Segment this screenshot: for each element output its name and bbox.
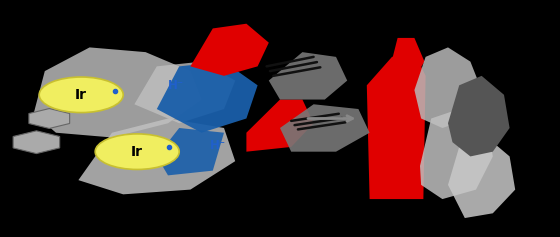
Circle shape [95,134,179,169]
Text: H⁻: H⁻ [168,79,184,92]
Polygon shape [29,109,69,128]
Polygon shape [157,128,224,175]
Polygon shape [13,131,60,154]
Polygon shape [269,52,347,100]
Polygon shape [367,52,426,199]
Polygon shape [280,104,370,152]
Text: H⁻: H⁻ [210,139,226,151]
Text: Ir: Ir [75,88,87,102]
Polygon shape [420,109,493,199]
Polygon shape [34,47,202,137]
Circle shape [39,77,123,113]
Polygon shape [190,24,269,76]
Polygon shape [414,47,482,128]
Polygon shape [246,100,314,152]
Polygon shape [448,137,515,218]
Polygon shape [389,38,424,81]
Polygon shape [157,62,258,133]
Polygon shape [134,62,235,123]
Text: Ir: Ir [131,145,143,159]
Polygon shape [78,118,235,194]
Polygon shape [448,76,510,156]
